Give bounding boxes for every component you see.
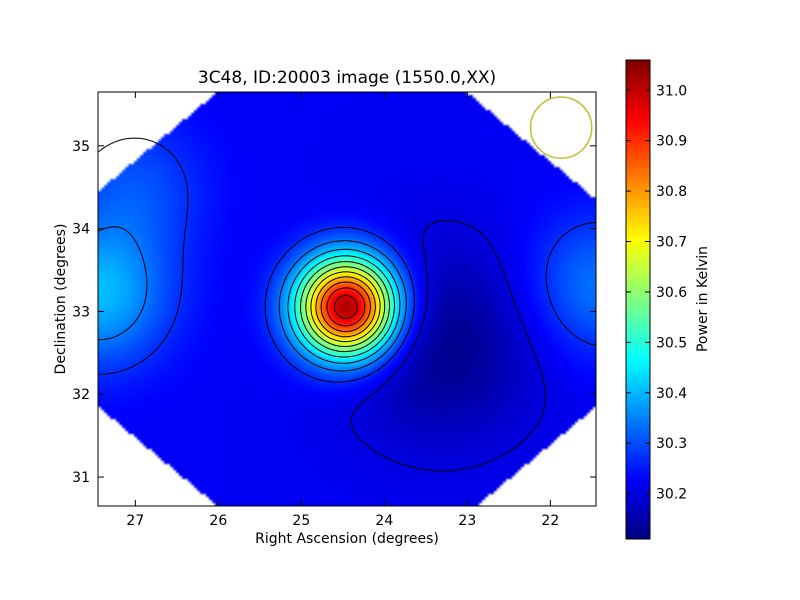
y-axis: 31 32 33 34 35 <box>72 139 596 486</box>
x-axis: 27 26 25 24 23 22 <box>126 92 559 529</box>
colorbar-tick: 30.3 <box>626 436 687 452</box>
x-tick: 27 <box>126 92 144 529</box>
y-tick-label: 34 <box>72 222 90 238</box>
contour-level-7 <box>310 271 381 343</box>
colorbar: 30.2 30.3 30.4 30.5 30.6 30.7 30.8 30.9 31.0 Pow… <box>625 59 711 540</box>
x-tick-label: 24 <box>375 513 393 529</box>
y-tick-label: 33 <box>72 304 90 320</box>
heatmap-image <box>98 92 596 506</box>
contour-level-4 <box>294 255 395 358</box>
x-tick-label: 25 <box>292 513 310 529</box>
contour-level-8 <box>315 276 376 338</box>
colorbar-label: Power in Kelvin <box>695 246 711 352</box>
colorbar-gradient <box>625 59 651 540</box>
x-tick-label: 26 <box>209 513 227 529</box>
x-tick: 25 <box>292 92 310 529</box>
colorbar-tick: 30.8 <box>626 184 687 200</box>
x-axis-label: Right Ascension (degrees) <box>255 531 439 547</box>
contour-level-11 <box>333 294 358 319</box>
x-tick: 23 <box>458 92 476 529</box>
x-tick-label: 22 <box>541 513 559 529</box>
y-tick: 35 <box>72 139 596 155</box>
colorbar-tick-label: 30.5 <box>656 335 687 351</box>
colorbar-tick-label: 30.6 <box>656 285 687 301</box>
colorbar-tick-label: 30.4 <box>656 386 687 402</box>
heatmap-map <box>98 92 596 506</box>
y-tick: 33 <box>72 304 596 320</box>
colorbar-tick: 30.2 <box>626 487 687 503</box>
contour-level-6 <box>305 266 386 347</box>
colorbar-tick-label: 30.9 <box>656 134 687 150</box>
contour-level-10 <box>326 287 366 327</box>
plot-frame <box>97 91 597 507</box>
colorbar-tick: 30.5 <box>626 335 687 351</box>
x-tick: 24 <box>375 92 393 529</box>
y-tick-label: 31 <box>72 470 90 486</box>
y-tick: 34 <box>72 222 596 238</box>
y-tick-label: 35 <box>72 139 90 155</box>
contour-level-2 <box>98 226 407 372</box>
colorbar-tick: 30.9 <box>626 134 687 150</box>
y-tick: 32 <box>72 387 596 403</box>
beam-circle <box>529 96 593 159</box>
contour-level-3 <box>287 248 401 364</box>
colorbar-tick-label: 30.8 <box>656 184 687 200</box>
y-axis-label: Declination (degrees) <box>53 224 69 375</box>
colorbar-tick-label: 30.2 <box>656 487 687 503</box>
contour-level-9 <box>320 281 371 333</box>
colorbar-tick: 30.4 <box>626 386 687 402</box>
x-tick: 26 <box>209 92 227 529</box>
colorbar-tick: 31.0 <box>626 83 687 99</box>
y-tick-label: 32 <box>72 387 90 403</box>
colorbar-tick-label: 30.7 <box>656 235 687 251</box>
contour-lines <box>98 137 596 472</box>
colorbar-tick-label: 31.0 <box>656 83 687 99</box>
y-tick: 31 <box>72 470 596 486</box>
colorbar-ticks: 30.2 30.3 30.4 30.5 30.6 30.7 30.8 30.9 31.0 <box>626 83 687 503</box>
colorbar-tick: 30.7 <box>626 235 687 251</box>
x-tick-label: 27 <box>126 513 144 529</box>
contour-level-0 <box>350 220 546 472</box>
chart-title: 3C48, ID:20003 image (1550.0,XX) <box>198 68 496 88</box>
colorbar-tick-label: 30.3 <box>656 436 687 452</box>
contour-level-5 <box>300 261 390 353</box>
x-tick: 22 <box>541 92 559 529</box>
x-tick-label: 23 <box>458 513 476 529</box>
colorbar-tick: 30.6 <box>626 285 687 301</box>
contour-level-1 <box>98 137 596 383</box>
